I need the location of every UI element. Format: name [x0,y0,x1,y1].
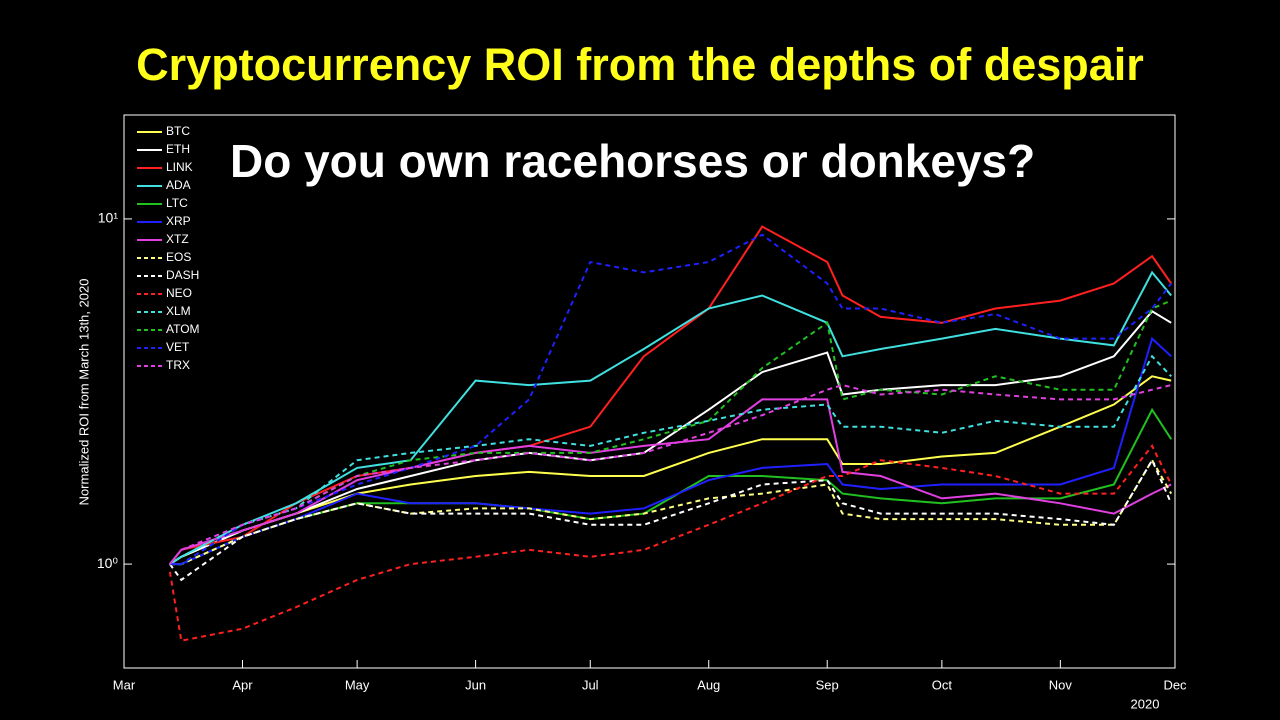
legend-label: XTZ [166,232,189,246]
legend-label: NEO [166,286,192,300]
series-line [169,233,1172,566]
x-tick-label: Aug [697,677,720,692]
legend-label: ATOM [166,322,200,336]
series-line [169,354,1172,565]
y-tick-label: 10¹ [98,210,119,226]
legend-label: ETH [166,142,190,156]
series-line [169,458,1173,582]
x-tick-label: Mar [113,677,136,692]
legend-label: LTC [166,196,188,210]
series-line [169,336,1172,566]
y-tick-label: 10⁰ [97,555,119,571]
legend-label: ADA [166,178,191,192]
y-axis-label: Normalized ROI from March 13th, 2020 [76,279,91,506]
x-tick-label: Oct [932,677,953,692]
legend-label: EOS [166,250,191,264]
legend-label: LINK [166,160,193,174]
x-tick-label: Nov [1049,677,1073,692]
annotation: Do you own racehorses or donkeys? [230,135,1035,187]
x-tick-label: Dec [1163,677,1187,692]
x-year-label: 2020 [1131,696,1160,711]
x-tick-label: Sep [816,677,839,692]
x-tick-label: May [345,677,370,692]
legend-label: VET [166,340,190,354]
x-tick-label: Apr [232,677,253,692]
legend-label: XLM [166,304,191,318]
x-tick-label: Jun [465,677,486,692]
plot-frame [123,114,1176,669]
legend-label: BTC [166,124,190,138]
series-line [169,384,1172,565]
x-tick-label: Jul [582,677,599,692]
series-line [169,310,1172,565]
series-line [169,398,1172,565]
legend-label: DASH [166,268,199,282]
legend-label: XRP [166,214,191,228]
chart-title: Cryptocurrency ROI from the depths of de… [136,39,1144,90]
legend-label: TRX [166,358,190,372]
series-line [169,375,1172,565]
